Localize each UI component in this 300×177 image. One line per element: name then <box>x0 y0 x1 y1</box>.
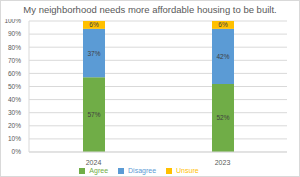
svg-text:70%: 70% <box>8 57 21 64</box>
svg-text:40%: 40% <box>8 96 21 103</box>
svg-text:100%: 100% <box>8 19 21 24</box>
html-text:Agree: Agree <box>89 167 108 174</box>
svg-text:2023: 2023 <box>215 159 231 166</box>
svg-text:50%: 50% <box>8 83 21 90</box>
svg-text:6%: 6% <box>89 21 99 28</box>
html-text:Disagree: Disagree <box>128 167 157 174</box>
html-text:Unsure: Unsure <box>176 167 199 174</box>
html-text:My neighborhood needs more aff: My neighborhood needs more affordable ho… <box>23 4 277 15</box>
svg-text:90%: 90% <box>8 30 21 37</box>
svg-text:6%: 6% <box>218 21 228 28</box>
svg-text:52%: 52% <box>216 114 229 121</box>
svg-text:20%: 20% <box>8 122 21 129</box>
svg-text:10%: 10% <box>8 135 21 142</box>
svg-text:30%: 30% <box>8 109 21 116</box>
svg-text:2024: 2024 <box>86 159 102 166</box>
svg-text:57%: 57% <box>87 111 100 118</box>
svg-text:60%: 60% <box>8 70 21 77</box>
svg-text:37%: 37% <box>87 50 100 57</box>
svg-text:42%: 42% <box>216 53 229 60</box>
svg-text:80%: 80% <box>8 44 21 51</box>
svg-text:0%: 0% <box>12 148 22 155</box>
